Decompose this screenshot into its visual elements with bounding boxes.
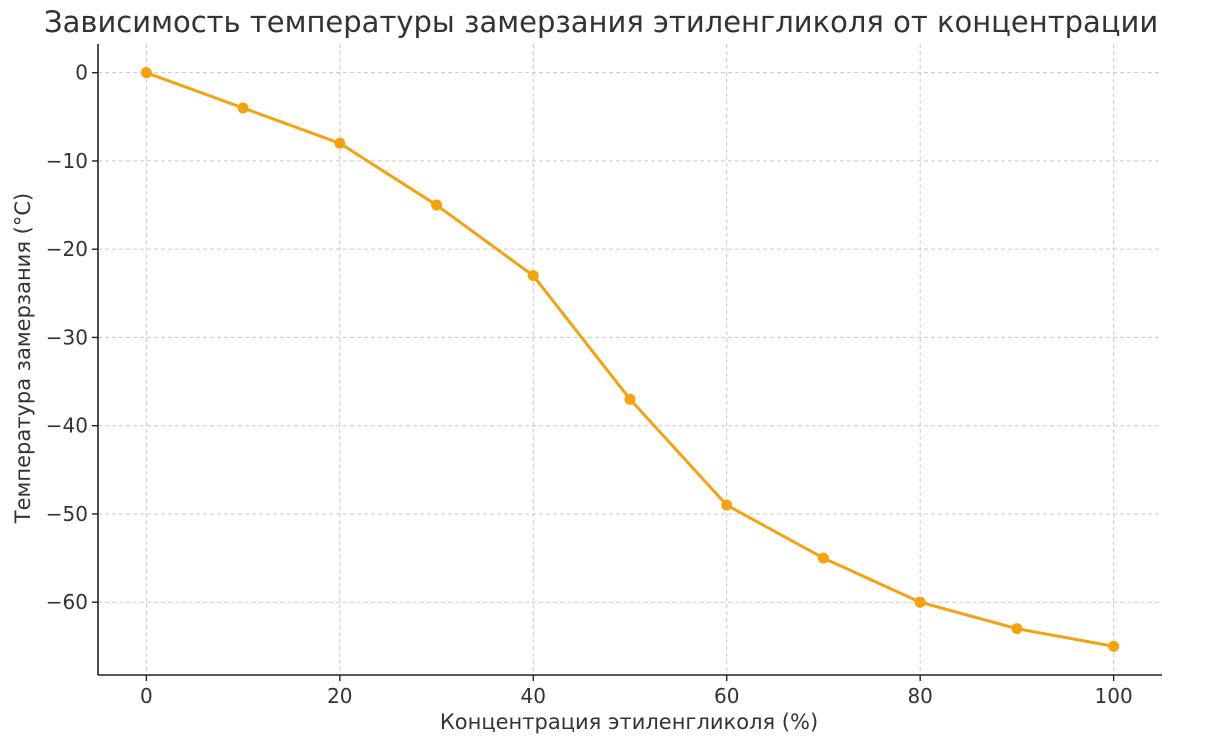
grid-layer (98, 44, 1162, 675)
y-axis-label: Температура замерзания (°C) (11, 193, 35, 524)
ticks-layer: 0 20 40 60 80 100 0 −10 −20 −30 −40 −50 −60 (46, 61, 1133, 708)
data-point (624, 393, 636, 405)
y-tick-label: −30 (46, 325, 88, 349)
x-tick-label: 40 (521, 684, 546, 708)
data-point (237, 102, 249, 114)
y-tick-label: 0 (75, 61, 88, 85)
x-tick-label: 80 (907, 684, 932, 708)
series-line (144, 71, 1116, 648)
axes-layer (97, 44, 1162, 676)
data-point (334, 137, 346, 149)
x-tick-label: 20 (327, 684, 352, 708)
x-tick-label: 60 (714, 684, 739, 708)
data-point (1108, 640, 1120, 652)
y-tick-label: −20 (46, 237, 88, 261)
data-point (721, 499, 733, 511)
data-point (527, 270, 539, 282)
series-layer (140, 67, 1120, 652)
x-tick-label: 100 (1095, 684, 1133, 708)
data-point (1011, 623, 1023, 635)
data-point (431, 199, 443, 211)
chart-title: Зависимость температуры замерзания этиле… (44, 5, 1158, 39)
y-tick-label: −10 (46, 149, 88, 173)
data-point (817, 552, 829, 564)
x-axis-label: Концентрация этиленгликоля (%) (440, 710, 818, 734)
x-tick-label: 0 (140, 684, 153, 708)
data-point (914, 596, 926, 608)
y-tick-label: −40 (46, 414, 88, 438)
data-point (140, 67, 152, 79)
y-tick-label: −60 (46, 590, 88, 614)
y-tick-label: −50 (46, 502, 88, 526)
